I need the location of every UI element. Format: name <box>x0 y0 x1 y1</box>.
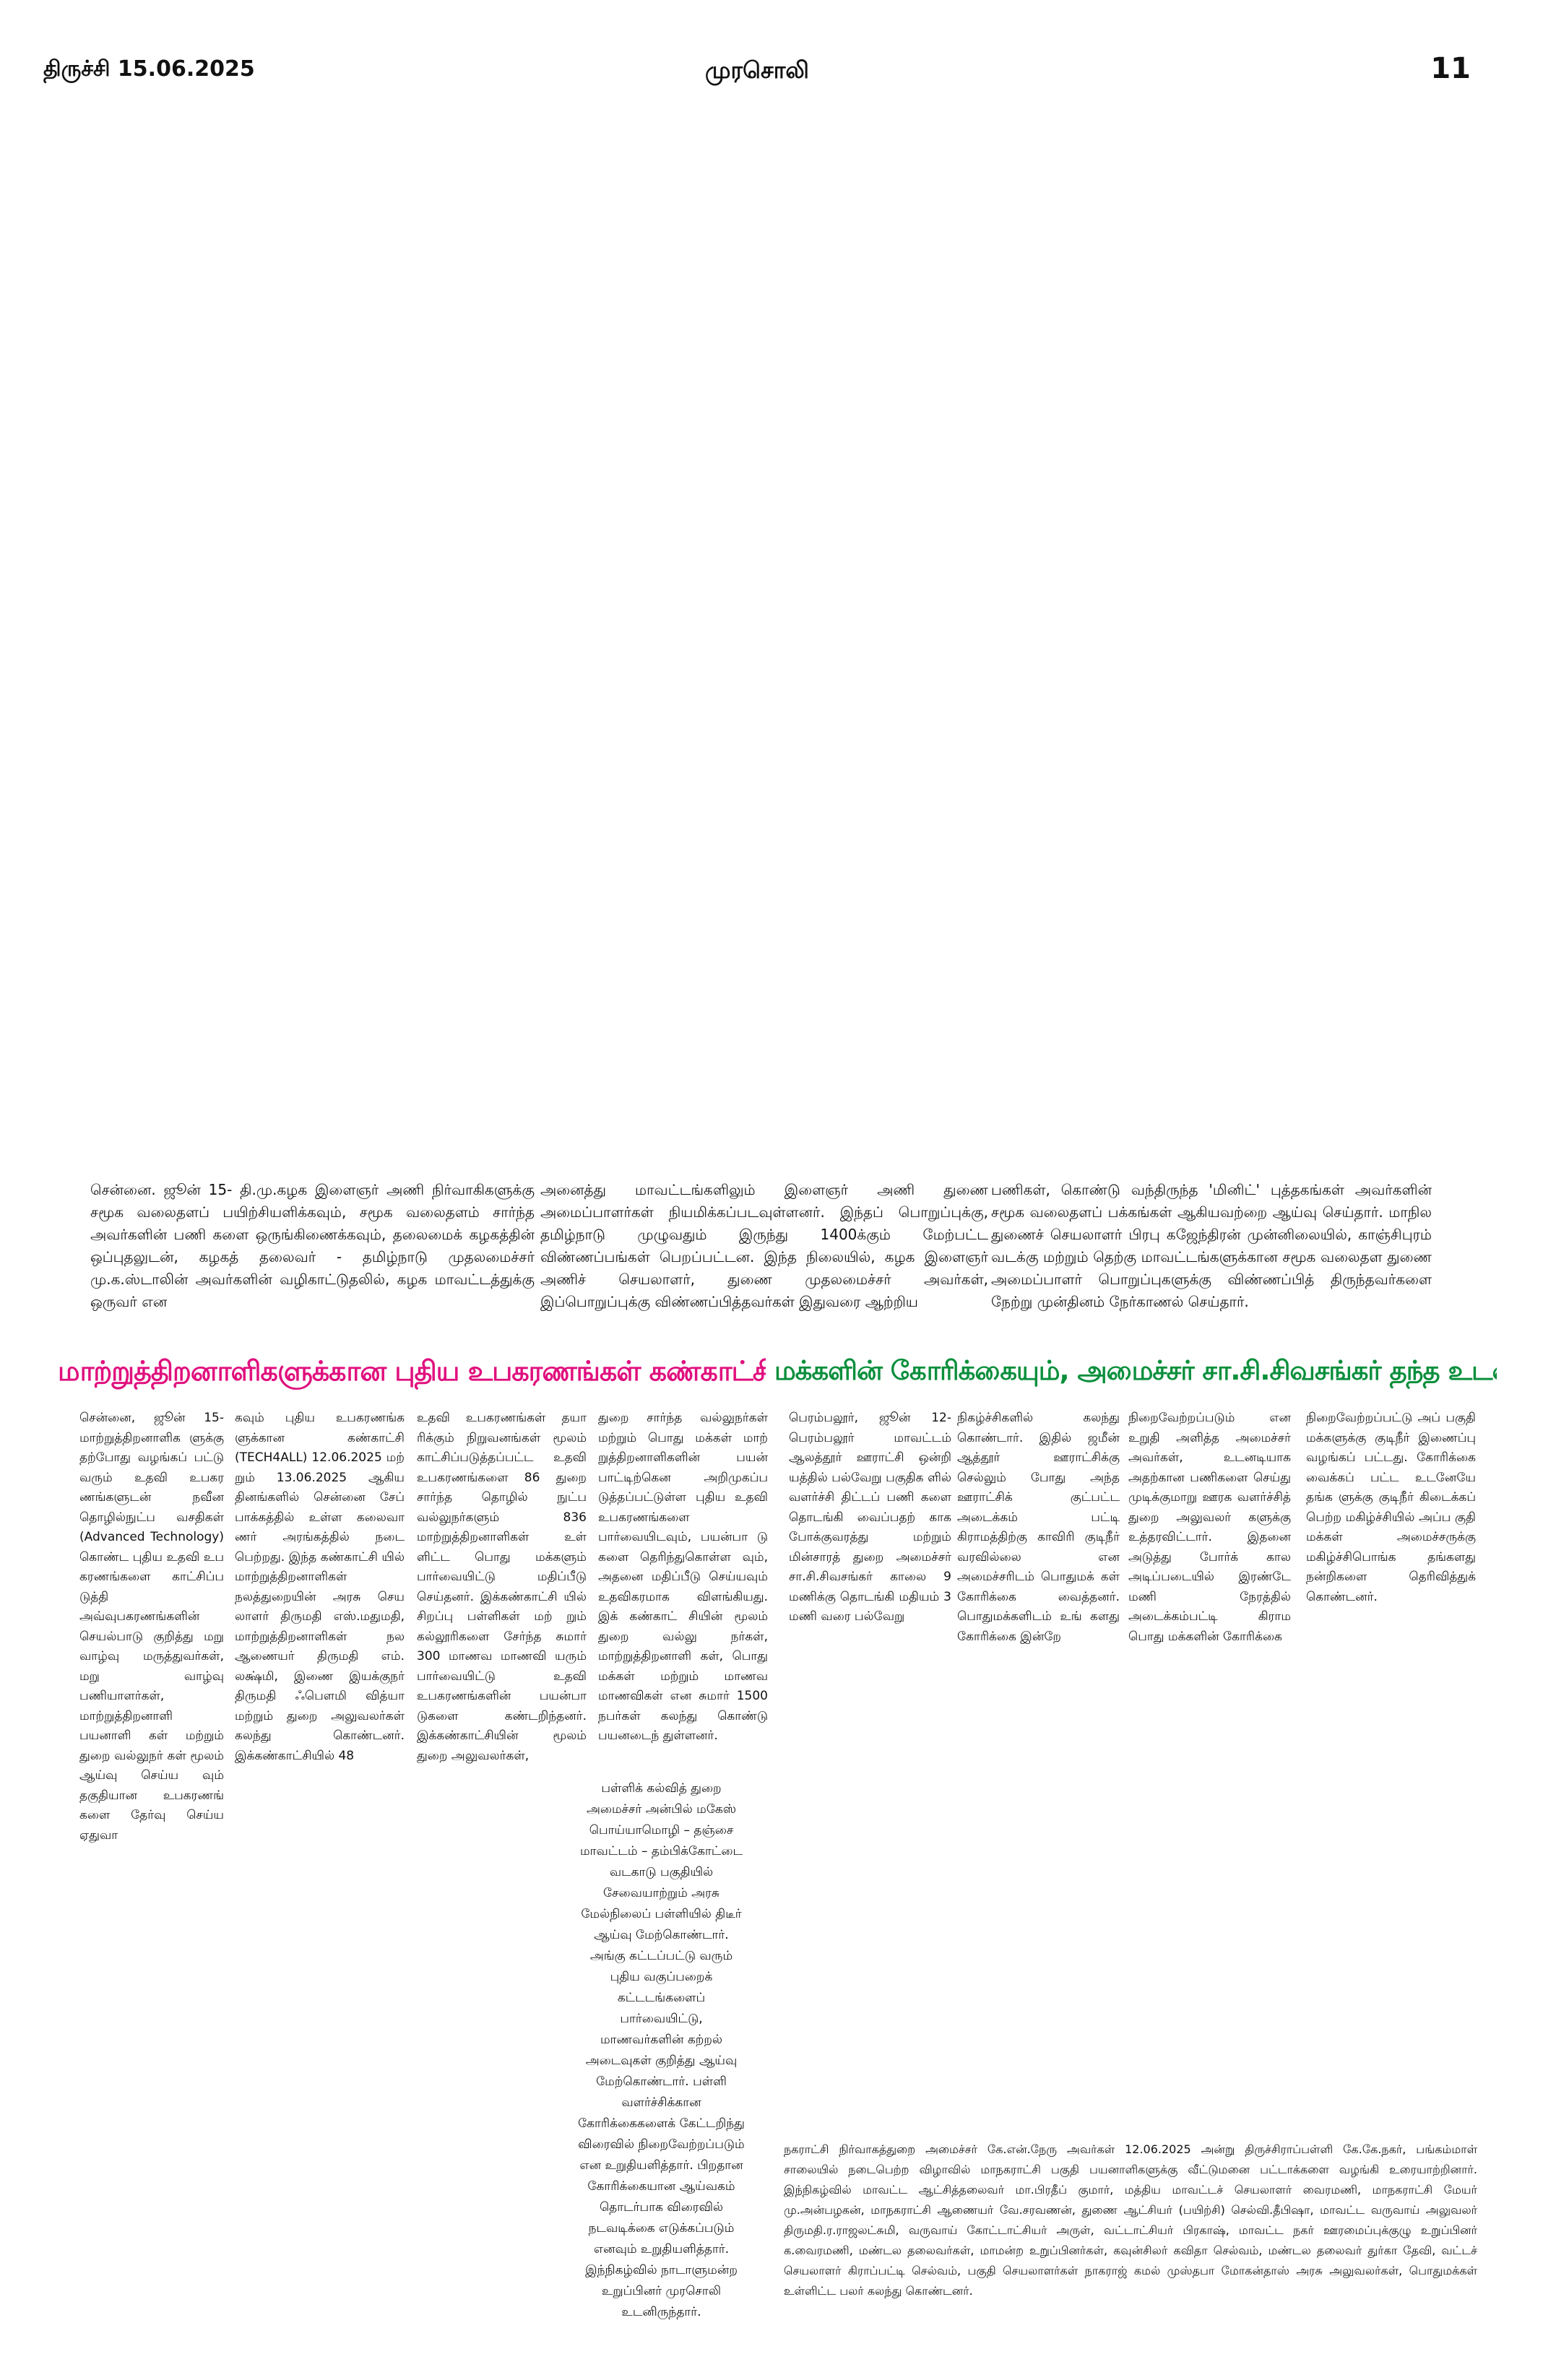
photo-caption-housing-pattas: நகராட்சி நிர்வாகத்துறை அமைச்சர் கே.என்.ந… <box>784 2142 1478 2298</box>
newspaper-name: முரசொலி <box>705 56 809 84</box>
assistive-story-col-2: கவும் புதிய உபகரணங்க ளுக்கான கண்காட்சி (… <box>235 1411 405 1763</box>
top-story-col-3: பணிகள், கொண்டு வந்திருந்த 'மினிட்' புத்த… <box>991 1181 1432 1310</box>
headline-minister-sivasankar: மக்களின் கோரிக்கையும், அமைச்சர் சா.சி.சி… <box>774 1355 1497 1386</box>
sivasankar-story-col-1: பெரம்பலூர், ஜூன் 12- பெரம்பலூர் மாவட்டம்… <box>789 1411 951 1624</box>
top-story-col-1: சென்னை. ஜூன் 15- தி.மு.கழக இளைஞர் அணி நி… <box>90 1181 535 1310</box>
page-number: 11 <box>1430 52 1471 85</box>
sivasankar-story-col-2: நிகழ்ச்சிகளில் கலந்து கொண்டார். இதில் ஜம… <box>957 1411 1120 1644</box>
assistive-story-col-3: உதவி உபகரணங்கள் தயா ரிக்கும் நிறுவனங்கள்… <box>417 1411 587 1763</box>
assistive-story-col-1: சென்னை, ஜூன் 15- மாற்றுத்திறனாளிக ளுக்கு… <box>79 1411 224 1843</box>
sivasankar-story-col-4: நிறைவேற்றப்பட்டு அப் பகுதி மக்களுக்கு கு… <box>1306 1411 1476 1604</box>
page-header: திருச்சி 15.06.2025 முரசொலி 11 <box>43 52 1471 92</box>
photo-caption-school-inspection: பள்ளிக் கல்வித் துறை அமைச்சர் அன்பில் மக… <box>578 1781 745 2319</box>
assistive-story-col-4: துறை சார்ந்த வல்லுநர்கள் மற்றும் பொது மக… <box>598 1411 768 1743</box>
top-story-col-2: அனைத்து மாவட்டங்களிலும் இளைஞர் அணி துணை … <box>540 1181 988 1310</box>
sivasankar-story-col-3: நிறைவேற்றப்படும் என உறுதி அளித்த அமைச்சர… <box>1128 1411 1291 1644</box>
edition-date: திருச்சி 15.06.2025 <box>43 56 255 82</box>
headline-assistive-devices: மாற்றுத்திறனாளிகளுக்கான புதிய உபகரணங்கள்… <box>58 1355 766 1387</box>
